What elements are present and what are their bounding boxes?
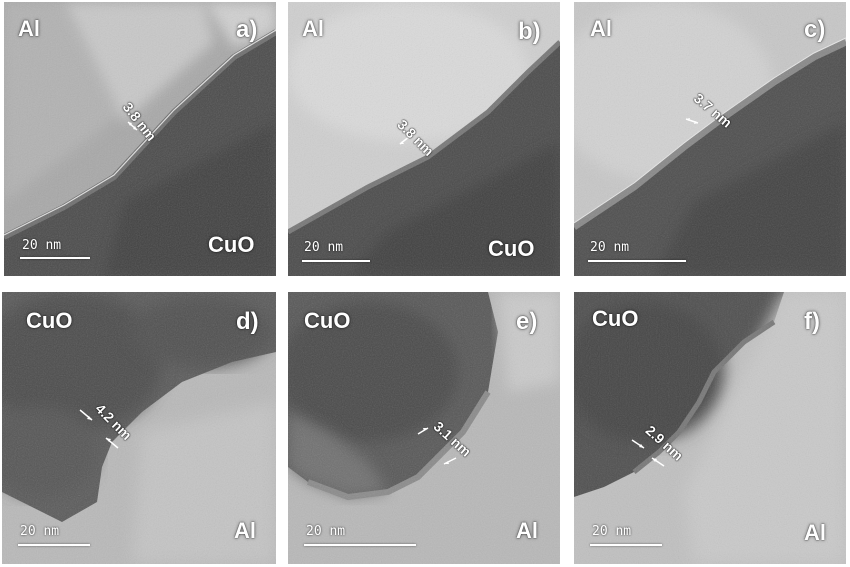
material-label-cuo: CuO [488, 236, 535, 261]
scale-bar [588, 260, 686, 262]
tem-micrograph-f [574, 292, 846, 564]
scale-bar-label: 20 nm [306, 524, 346, 539]
panel-letter-a: a) [236, 16, 258, 43]
material-label-al: Al [590, 16, 612, 41]
tem-panel-f: CuO f) Al 20 nm 2.9 nm [574, 292, 846, 564]
tem-micrograph-b [288, 2, 560, 276]
material-label-al: Al [234, 518, 256, 543]
scale-bar [18, 544, 90, 546]
material-label-al: Al [302, 16, 324, 41]
tem-panel-d: CuO d) Al 20 nm 4.2 nm [2, 292, 276, 564]
tem-micrograph-a [4, 2, 276, 276]
scale-bar [302, 260, 370, 262]
material-label-al: Al [804, 520, 826, 545]
material-label-cuo: CuO [304, 308, 351, 333]
scale-bar-label: 20 nm [22, 238, 62, 253]
material-label-cuo: CuO [592, 306, 639, 331]
scale-bar-label: 20 nm [592, 524, 632, 539]
scale-bar [590, 544, 662, 546]
scale-bar-label: 20 nm [304, 240, 344, 255]
material-label-cuo: CuO [26, 308, 73, 333]
tem-panel-e: CuO e) Al 20 nm 3.1 nm [288, 292, 560, 564]
material-label-cuo: CuO [208, 232, 255, 257]
tem-micrograph-d [2, 292, 276, 564]
scale-bar [304, 544, 416, 546]
tem-panel-a: Al a) CuO 20 nm 3.8 nm [4, 2, 276, 276]
scale-bar-label: 20 nm [20, 524, 60, 539]
panel-letter-f: f) [804, 308, 820, 335]
panel-letter-e: e) [516, 308, 538, 335]
panel-letter-d: d) [236, 308, 259, 335]
tem-panel-c: Al c) 20 nm 3.7 nm [574, 2, 846, 276]
tem-micrograph-c [574, 2, 846, 276]
material-label-al: Al [18, 16, 40, 41]
scale-bar-label: 20 nm [590, 240, 630, 255]
scale-bar [20, 257, 90, 259]
tem-panel-b: Al b) CuO 20 nm 3.8 nm [288, 2, 560, 276]
material-label-al: Al [516, 518, 538, 543]
panel-letter-b: b) [518, 18, 541, 45]
panel-letter-c: c) [804, 16, 826, 43]
